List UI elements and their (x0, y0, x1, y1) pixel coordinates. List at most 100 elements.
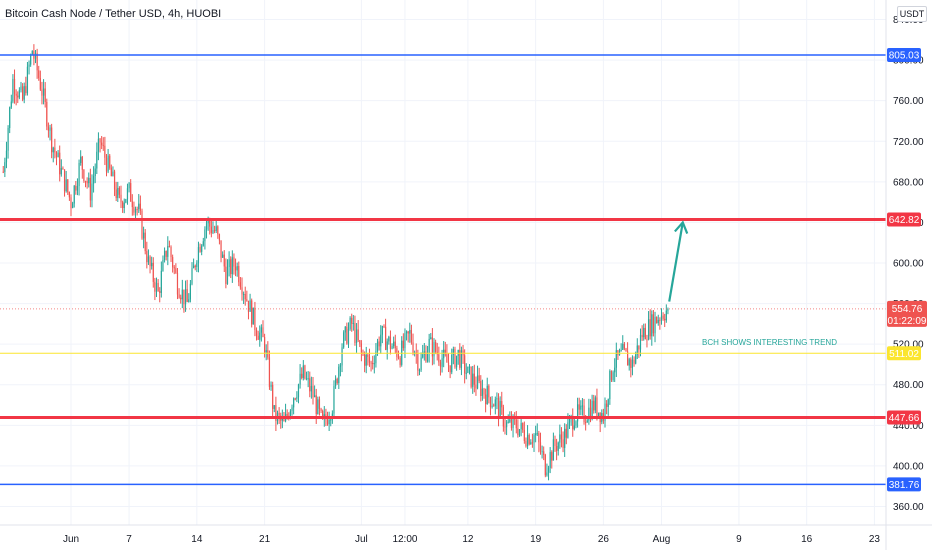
candle (260, 324, 262, 342)
price-badge: 642.82 (887, 212, 921, 227)
candle (565, 424, 567, 445)
y-tick-label: 680.00 (893, 177, 924, 188)
x-tick-label: 12 (462, 534, 474, 545)
candle (63, 169, 66, 197)
candle (168, 240, 171, 248)
svg-text:381.76: 381.76 (889, 480, 920, 491)
candle (378, 336, 380, 351)
candle (546, 463, 548, 477)
arrow-head (674, 220, 689, 234)
last-price-label: 554.76 (892, 304, 923, 315)
candle (146, 241, 148, 269)
candle (170, 245, 172, 262)
candle (157, 279, 159, 292)
candle (60, 159, 62, 177)
y-tick-label: 720.00 (893, 137, 924, 148)
candle (647, 311, 650, 341)
currency-button[interactable]: USDT (897, 6, 927, 22)
x-tick-label: 21 (259, 534, 271, 545)
candle (659, 317, 661, 330)
y-tick-label: 480.00 (893, 380, 924, 391)
y-tick-label: 760.00 (893, 96, 924, 107)
candle (136, 206, 138, 216)
candle (351, 313, 353, 332)
candle (117, 181, 119, 202)
candle (662, 312, 664, 321)
candle (368, 348, 371, 367)
candle (152, 257, 154, 288)
candle (112, 166, 114, 177)
candle (312, 377, 314, 405)
candle (501, 391, 503, 415)
candle (278, 407, 280, 424)
price-badges: 805.03 642.82 511.02 447.66 381.76 554.7601:2… (887, 47, 927, 492)
candle (423, 343, 425, 361)
candle (393, 336, 395, 349)
candle (105, 153, 108, 177)
candle (138, 194, 140, 213)
candle (91, 174, 93, 208)
candle (231, 250, 233, 283)
candle (530, 439, 532, 445)
x-tick-label: Jun (63, 534, 79, 545)
candle (573, 419, 575, 431)
candle (460, 346, 463, 376)
candle (307, 371, 309, 388)
candle (399, 355, 401, 368)
candle (249, 293, 251, 312)
candle (610, 370, 613, 382)
candle (75, 180, 77, 195)
projection-arrow (668, 220, 689, 302)
candle (604, 397, 606, 428)
candle (125, 198, 127, 204)
candle (39, 70, 41, 91)
candle (391, 343, 393, 350)
candle (480, 375, 482, 402)
candle (389, 330, 392, 355)
candle (196, 260, 198, 273)
x-tick-label: 19 (530, 534, 542, 545)
candle (217, 225, 219, 239)
y-tick-label: 360.00 (893, 502, 924, 513)
candle (120, 185, 122, 209)
candle (559, 424, 561, 449)
candle (465, 363, 467, 380)
candle (631, 355, 634, 376)
candle (644, 323, 646, 340)
candle (160, 261, 162, 298)
candle (401, 336, 403, 367)
time-axis[interactable]: Jun 7 14 21 Jul 12:00 12 19 26 Aug 9 16 23 (63, 534, 881, 545)
candle (13, 69, 16, 104)
candle (617, 349, 619, 360)
candle (178, 288, 180, 299)
candle (299, 364, 301, 389)
candle (151, 256, 153, 270)
candle (109, 153, 111, 170)
price-axis[interactable]: 360.00400.00440.00480.00520.00560.00600.… (893, 15, 924, 513)
candle (485, 388, 487, 413)
countdown-label: 01:22:09 (888, 316, 927, 327)
candle (65, 170, 67, 193)
candle (34, 50, 37, 64)
candle (496, 392, 498, 410)
candle (528, 433, 530, 446)
candle (122, 200, 124, 213)
candle (504, 417, 506, 435)
candle (622, 335, 624, 351)
candle (660, 308, 663, 325)
candle (572, 408, 574, 437)
candle (533, 433, 535, 452)
candle (118, 186, 120, 199)
candle (254, 301, 256, 337)
candle (143, 226, 145, 249)
candle (46, 98, 48, 131)
candle (228, 251, 230, 277)
candle (226, 259, 229, 285)
candle (654, 311, 656, 343)
candle (641, 325, 643, 341)
candle (652, 310, 655, 337)
y-tick-label: 440.00 (893, 421, 924, 432)
candle (17, 91, 19, 104)
candle (104, 136, 106, 166)
